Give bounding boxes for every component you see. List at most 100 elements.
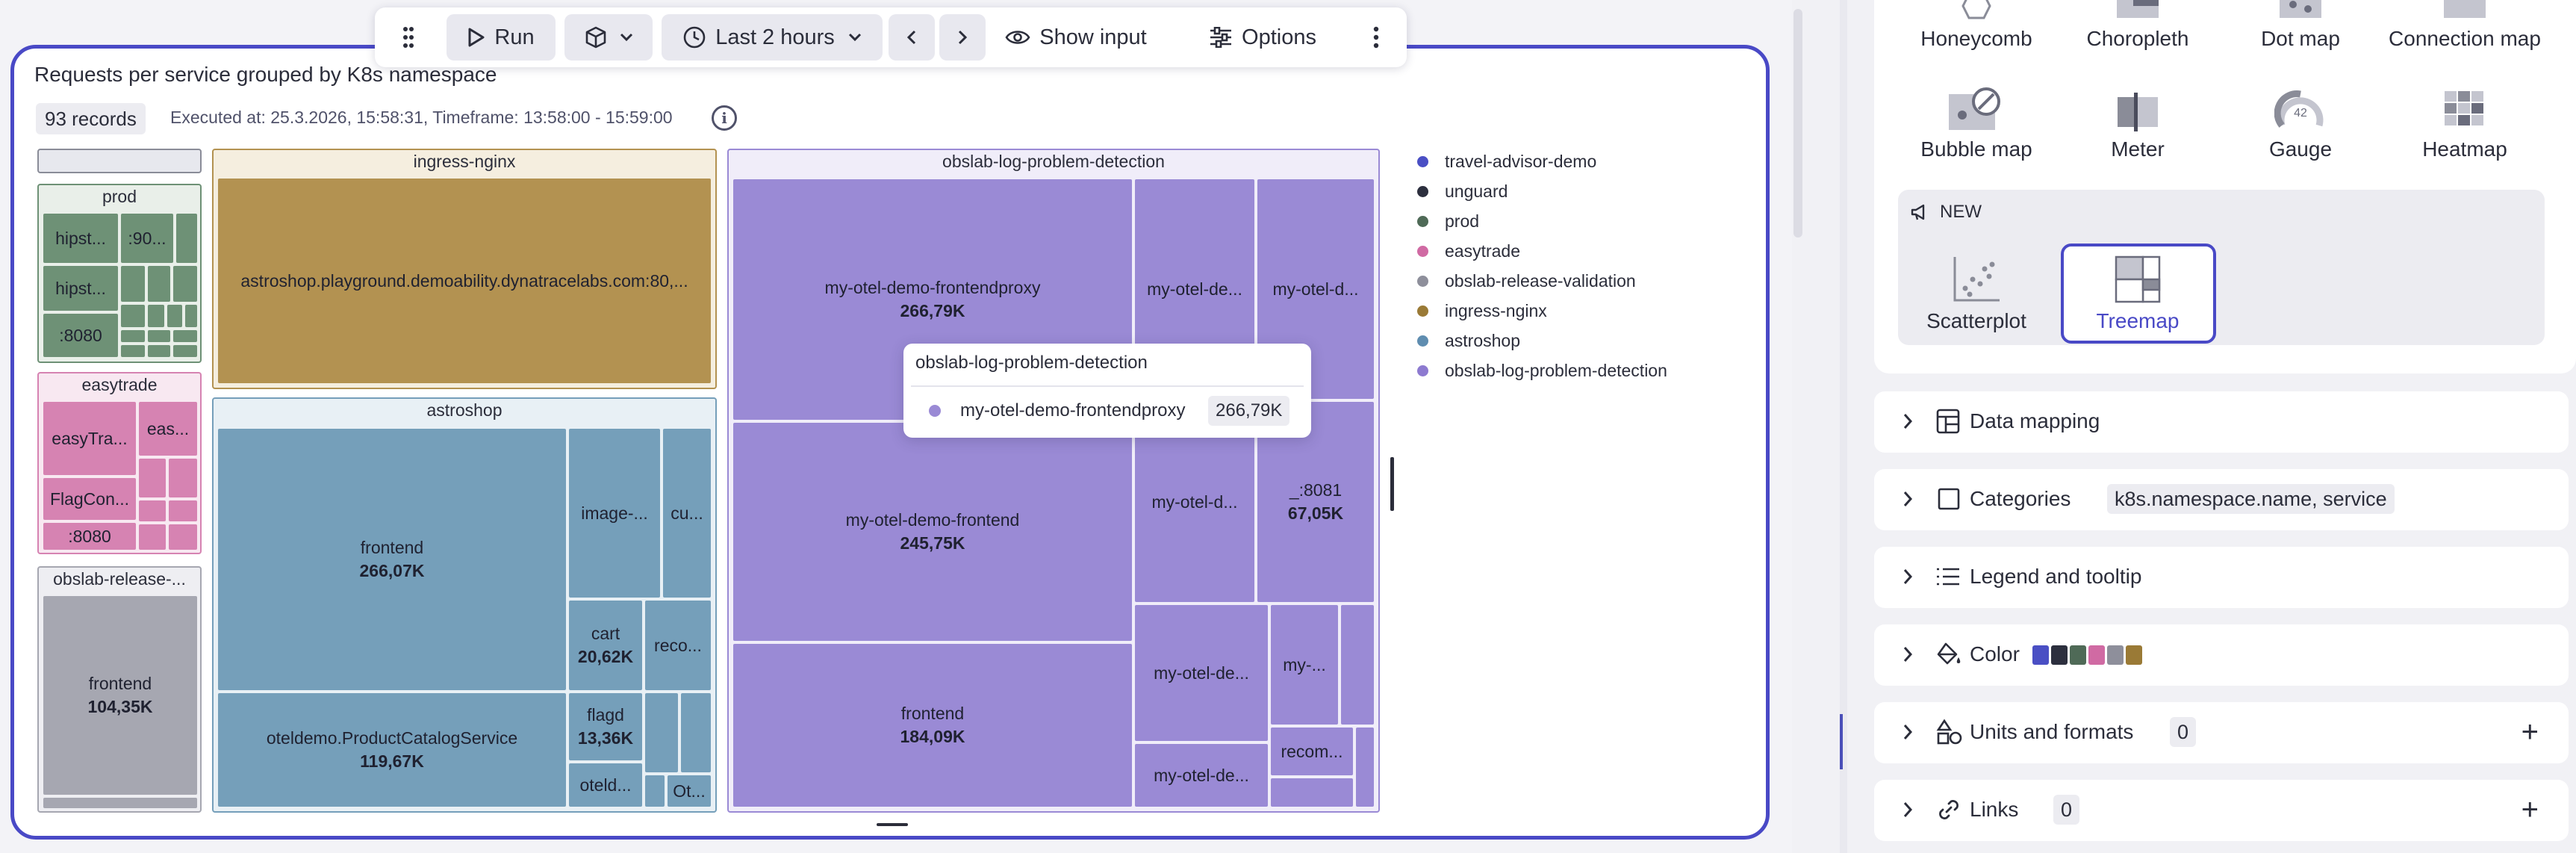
treemap-cell[interactable]: my-otel-demo-frontend 245,75K xyxy=(733,423,1132,641)
treemap-cell[interactable] xyxy=(173,330,197,342)
treemap-cell[interactable] xyxy=(139,459,166,497)
treemap-cell[interactable]: my-otel-de... xyxy=(1135,744,1268,807)
treemap-cell[interactable]: :8080 xyxy=(43,523,136,550)
legend-item[interactable]: prod xyxy=(1417,208,1479,235)
viz-gauge[interactable]: 42 Gauge xyxy=(2222,87,2379,161)
treemap-cell[interactable]: recom... xyxy=(1271,728,1353,775)
treemap-cell[interactable]: image-... xyxy=(569,429,660,598)
treemap-cell[interactable]: oteldemo.ProductCatalogService 119,67K xyxy=(218,693,566,807)
treemap-cell[interactable] xyxy=(139,524,166,550)
treemap-cell[interactable] xyxy=(148,345,170,357)
treemap-cell[interactable] xyxy=(148,330,170,342)
section-links[interactable]: Links 0 + xyxy=(1874,780,2569,841)
viz-meter[interactable]: Meter xyxy=(2059,87,2216,161)
viz-honeycomb[interactable]: Honeycomb xyxy=(1898,0,2055,51)
legend-item[interactable]: unguard xyxy=(1417,178,1508,205)
treemap-cell[interactable]: easyTra... xyxy=(43,402,136,475)
treemap-cell[interactable] xyxy=(121,266,145,302)
treemap-cell[interactable]: hipst... xyxy=(43,214,118,263)
treemap-cell[interactable] xyxy=(176,214,197,263)
treemap-cell[interactable]: reco... xyxy=(645,601,711,690)
new-section-label: NEW xyxy=(1910,202,1982,223)
more-options-icon[interactable] xyxy=(1359,14,1393,61)
dashboard-scrollbar[interactable] xyxy=(1793,9,1802,238)
treemap-cell[interactable]: :8080 xyxy=(43,314,118,357)
treemap-cell[interactable]: FlagCon... xyxy=(43,478,136,520)
treemap-cell[interactable]: frontend 104,35K xyxy=(43,596,197,795)
treemap-group-travel-advisor[interactable] xyxy=(37,149,202,173)
treemap-cell[interactable] xyxy=(121,345,145,357)
treemap-cell[interactable] xyxy=(148,305,164,327)
treemap-cell[interactable]: oteld... xyxy=(569,763,642,807)
treemap-cell[interactable]: :90... xyxy=(121,214,173,263)
treemap-cell[interactable] xyxy=(1356,728,1374,807)
legend-item[interactable]: obslab-log-problem-detection xyxy=(1417,357,1667,384)
color-swatch xyxy=(2032,645,2049,665)
treemap-cell[interactable]: my-otel-de... xyxy=(1135,605,1268,741)
treemap-cell[interactable] xyxy=(121,330,145,342)
previous-timeframe-button[interactable] xyxy=(889,14,935,61)
legend-item[interactable]: astroshop xyxy=(1417,327,1520,354)
treemap-cell[interactable] xyxy=(148,266,170,302)
section-data-mapping[interactable]: Data mapping xyxy=(1874,391,2569,453)
treemap-cell[interactable] xyxy=(681,693,711,772)
section-color[interactable]: Color xyxy=(1874,624,2569,686)
panel-divider[interactable] xyxy=(1840,0,1847,853)
next-timeframe-button[interactable] xyxy=(939,14,986,61)
section-categories[interactable]: Categories k8s.namespace.name, service xyxy=(1874,469,2569,530)
section-label: Color xyxy=(1970,642,2020,666)
treemap-cell[interactable]: hipst... xyxy=(43,266,118,311)
viz-dot-map[interactable]: Dot map xyxy=(2222,0,2379,51)
section-units-formats[interactable]: Units and formats 0 + xyxy=(1874,702,2569,763)
treemap-cell[interactable] xyxy=(173,345,197,357)
treemap-cell[interactable] xyxy=(645,775,665,807)
treemap-cell[interactable]: my-... xyxy=(1271,605,1338,725)
panel-resize-handle[interactable] xyxy=(1840,714,1843,769)
treemap-cell[interactable] xyxy=(1341,605,1374,725)
legend-label: obslab-release-validation xyxy=(1445,270,1636,291)
treemap-cell[interactable] xyxy=(167,305,182,327)
treemap-cell[interactable] xyxy=(43,798,197,808)
tile-resize-handle-right[interactable] xyxy=(1390,457,1394,511)
viz-scatterplot[interactable]: Scatterplot xyxy=(1898,254,2055,333)
viz-connection-map[interactable]: Connection map xyxy=(2386,0,2543,51)
timeframe-selector[interactable]: Last 2 hours xyxy=(662,14,883,61)
show-input-button[interactable]: Show input xyxy=(996,14,1156,61)
treemap-cell[interactable]: cart 20,62K xyxy=(569,601,642,690)
add-link-icon[interactable]: + xyxy=(2521,793,2539,826)
color-swatch xyxy=(2070,645,2086,665)
treemap-cell[interactable]: Ot... xyxy=(668,775,711,807)
drag-handle-icon[interactable] xyxy=(390,14,427,61)
treemap-cell[interactable]: astroshop.playground.demoability.dynatra… xyxy=(218,179,711,383)
treemap-cell[interactable] xyxy=(169,500,197,521)
treemap-cell[interactable]: frontend 266,07K xyxy=(218,429,566,690)
treemap-cell[interactable] xyxy=(645,693,678,772)
visualization-type-dropdown[interactable] xyxy=(564,14,653,61)
treemap-cell[interactable]: flagd 13,36K xyxy=(569,693,642,760)
treemap-cell[interactable] xyxy=(169,524,197,550)
legend-item[interactable]: travel-advisor-demo xyxy=(1417,148,1596,175)
section-legend-tooltip[interactable]: Legend and tooltip xyxy=(1874,547,2569,608)
viz-choropleth[interactable]: Choropleth xyxy=(2059,0,2216,51)
viz-heatmap[interactable]: Heatmap xyxy=(2386,87,2543,161)
treemap-cell[interactable] xyxy=(169,459,197,497)
add-unit-icon[interactable]: + xyxy=(2521,716,2539,748)
treemap-cell[interactable]: frontend 184,09K xyxy=(733,644,1132,807)
legend-item[interactable]: easytrade xyxy=(1417,238,1520,264)
options-button[interactable]: Options xyxy=(1199,14,1326,61)
run-button[interactable]: Run xyxy=(447,14,556,61)
treemap-cell[interactable] xyxy=(185,305,197,327)
tile-resize-handle-bottom[interactable] xyxy=(877,823,908,826)
legend-item[interactable]: ingress-nginx xyxy=(1417,297,1547,324)
viz-treemap[interactable]: Treemap xyxy=(2059,254,2216,333)
treemap-cell[interactable] xyxy=(173,266,197,302)
treemap-cell[interactable] xyxy=(121,305,145,327)
treemap-cell[interactable]: cu... xyxy=(663,429,711,598)
info-icon[interactable]: i xyxy=(712,105,737,131)
chevron-right-icon xyxy=(1903,491,1913,506)
treemap-cell[interactable] xyxy=(1271,778,1353,807)
legend-item[interactable]: obslab-release-validation xyxy=(1417,267,1636,294)
treemap-cell[interactable]: eas... xyxy=(139,402,197,456)
viz-bubble-map[interactable]: Bubble map xyxy=(1898,87,2055,161)
treemap-cell[interactable] xyxy=(139,500,166,521)
